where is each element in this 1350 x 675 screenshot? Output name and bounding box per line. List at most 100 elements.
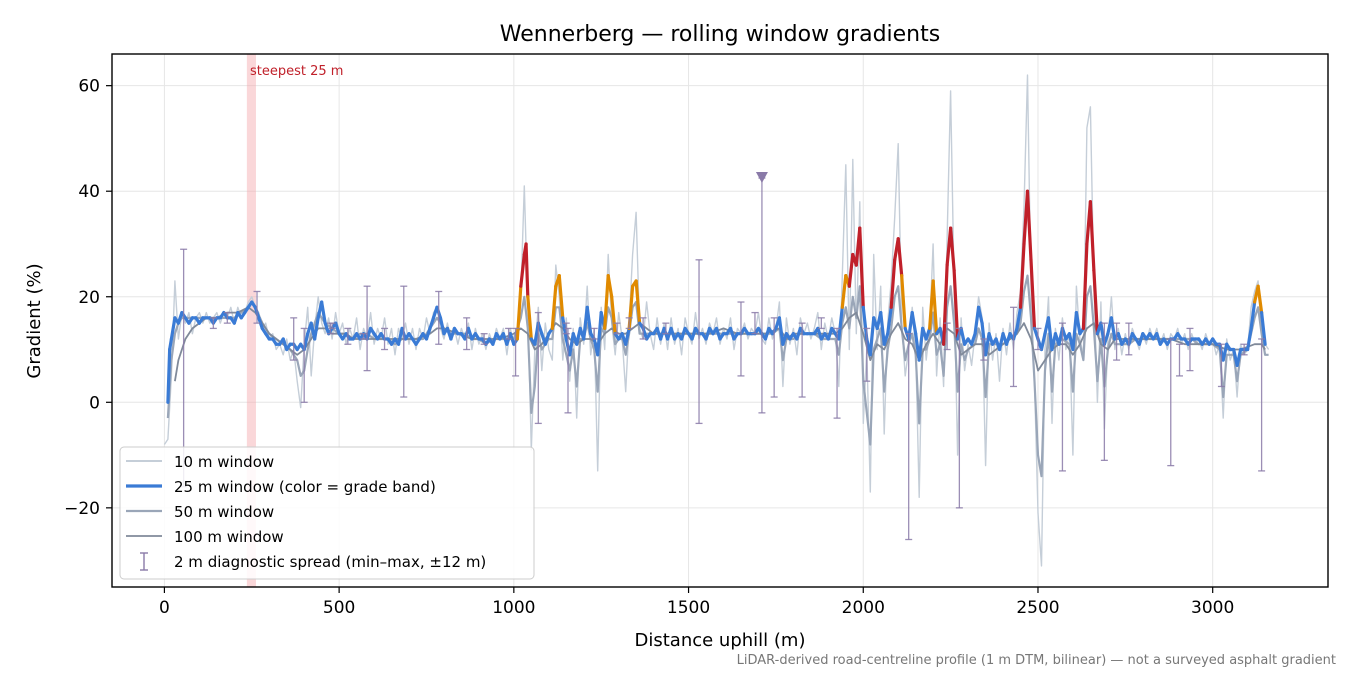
steepest-label: steepest 25 m (250, 64, 343, 79)
errorbar (381, 327, 389, 351)
series-25m-segment (889, 258, 897, 309)
series-25m-segment (603, 274, 610, 331)
legend-label-50m: 50 m window (174, 503, 274, 521)
legend-label-25m: 25 m window (color = grade band) (174, 478, 436, 496)
x-axis: 0 500 1000 1500 2000 2500 3000 (159, 587, 1234, 618)
series-25m-segment (1221, 342, 1229, 362)
series-25m-segment (917, 326, 925, 362)
series-25m-segment (900, 274, 907, 331)
errorbar (400, 285, 408, 398)
series-25m-segment (924, 326, 932, 341)
series-25m-segment (624, 326, 631, 346)
series-25m-segment (868, 316, 876, 357)
series-25m-segment (438, 316, 446, 336)
errorbar (770, 317, 778, 398)
errorbar (480, 333, 488, 345)
series-25m-segment (910, 310, 918, 336)
y-tick-label: −20 (64, 499, 100, 519)
x-tick-label: 1000 (492, 598, 535, 618)
series-25m-segment (976, 305, 984, 325)
series-25m-segment (596, 310, 603, 357)
series-25m-segment (166, 347, 172, 404)
series-25m-segment (550, 284, 558, 331)
errorbar (360, 333, 368, 340)
errorbar (943, 322, 951, 351)
plot-area: steepest 25 m (112, 54, 1328, 587)
series-25m-segment (168, 337, 174, 352)
series-25m-segment (515, 284, 523, 341)
series-25m-segment (837, 305, 844, 341)
series-25m-segment (543, 332, 551, 346)
errorbar (1125, 322, 1133, 356)
legend-label-100m: 100 m window (174, 528, 284, 546)
errorbar (290, 317, 298, 361)
errorbar (223, 311, 231, 324)
series-25m-segment (942, 263, 949, 346)
series-25m-segment (1029, 258, 1037, 331)
errorbar (980, 338, 988, 361)
series-25m-segment (959, 326, 967, 346)
errorbar (625, 317, 633, 330)
series-25m-segment (1025, 189, 1033, 262)
series-25m-segment (610, 295, 617, 336)
y-tick-label: 0 (89, 393, 100, 413)
errorbar (1058, 322, 1066, 472)
errorbar (209, 317, 217, 330)
y-axis: −20 0 20 40 60 (64, 77, 112, 519)
errorbar (833, 327, 841, 419)
y-axis-label: Gradient (%) (24, 263, 45, 378)
legend-swatch-errorbar (140, 552, 148, 571)
errorbar (505, 327, 513, 340)
series-25m-segment (858, 226, 865, 309)
errorbar (639, 317, 647, 340)
errorbar (863, 327, 871, 382)
errorbar (435, 290, 443, 345)
series-25m-segment (585, 305, 593, 336)
series-25m-segment (1235, 347, 1243, 367)
errorbar (1258, 338, 1266, 472)
errorbar (1186, 327, 1194, 372)
series-25m-segment (777, 316, 785, 346)
series-25m-segment (1018, 242, 1026, 309)
errorbar (613, 322, 621, 335)
series-25m-segment (334, 321, 341, 336)
steepest-25m-band (246, 54, 256, 587)
errorbar (1113, 322, 1121, 361)
errorbar (1175, 343, 1183, 377)
errorbar (758, 177, 766, 414)
errorbar (1240, 343, 1248, 356)
source-note: LiDAR-derived road-centreline profile (1… (737, 653, 1336, 668)
series-25m-segment (949, 226, 956, 272)
errorbar (534, 311, 542, 425)
series-25m-segment (886, 305, 893, 336)
legend-label-errorbar: 2 m diagnostic spread (min–max, ±12 m) (174, 553, 486, 571)
errorbar (1100, 322, 1108, 461)
series-25m-segment (524, 242, 530, 299)
series-25m-segment (952, 268, 960, 341)
series-25m-segment (931, 279, 939, 336)
y-tick-label: 20 (78, 288, 100, 308)
x-tick-label: 2500 (1016, 598, 1059, 618)
series-25m-segment (428, 316, 436, 331)
series-25m-segment (169, 316, 177, 341)
errorbar (695, 259, 703, 425)
legend-box (119, 446, 535, 580)
series-25m-segment (1081, 242, 1089, 331)
series-25m-segment (1256, 284, 1264, 315)
x-axis-label: Distance uphill (m) (635, 630, 806, 651)
x-tick-label: 0 (159, 598, 170, 618)
series-25m-segment (320, 300, 327, 325)
series-25m-segment (1246, 326, 1253, 352)
series-25m-segment (519, 252, 526, 288)
errorbar (905, 333, 913, 541)
errorbar (344, 327, 352, 345)
series-25m-segment (847, 252, 855, 288)
errorbar (817, 317, 825, 330)
errorbar (1217, 343, 1225, 388)
series-25m-segment (557, 274, 565, 320)
errorbar (328, 322, 336, 330)
series-25m-segment (882, 332, 890, 346)
errorbar (1034, 327, 1042, 351)
series-25m-segment (424, 326, 432, 341)
